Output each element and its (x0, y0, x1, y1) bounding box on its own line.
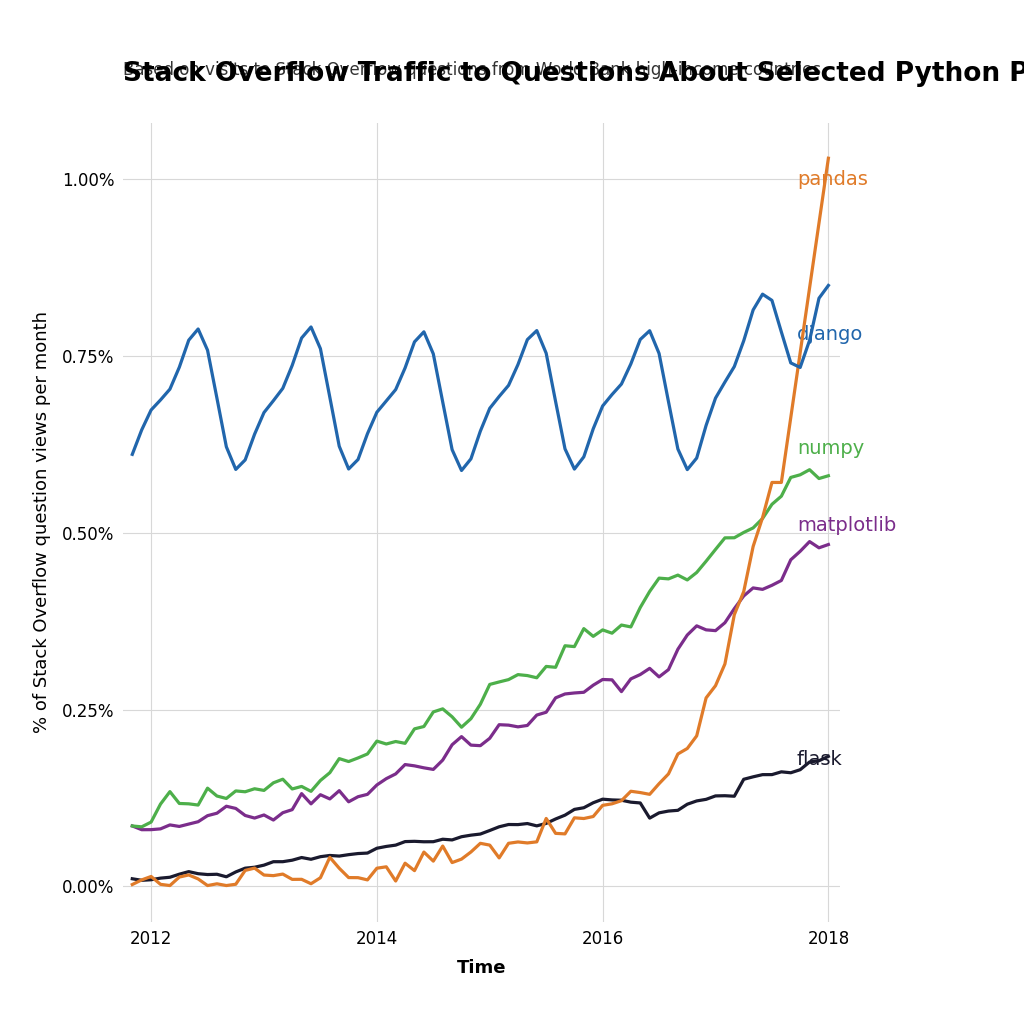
Text: matplotlib: matplotlib (797, 516, 896, 536)
Text: numpy: numpy (797, 438, 864, 458)
Text: Stack Overflow Traffic to Questions About Selected Python Packages: Stack Overflow Traffic to Questions Abou… (123, 61, 1024, 87)
Text: Based on visits to Stack Overflow questions from World Bank high-income countrie: Based on visits to Stack Overflow questi… (123, 61, 821, 79)
Y-axis label: % of Stack Overflow question views per month: % of Stack Overflow question views per m… (33, 311, 51, 733)
Text: flask: flask (797, 750, 843, 769)
Text: pandas: pandas (797, 170, 867, 188)
Text: django: django (797, 326, 863, 344)
X-axis label: Time: Time (457, 959, 506, 977)
